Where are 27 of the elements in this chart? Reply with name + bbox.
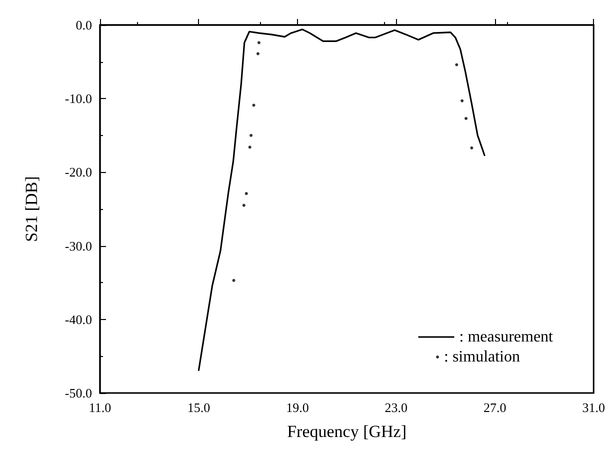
legend-label: : measurement <box>459 328 554 346</box>
x-tick-label: 27.0 <box>484 400 506 415</box>
point <box>257 41 260 44</box>
y-tick-label: -40.0 <box>64 312 92 327</box>
point <box>248 146 252 149</box>
point <box>460 99 464 102</box>
x-tick-label: 11.0 <box>88 400 112 415</box>
y-tick-label: -30.0 <box>64 238 92 254</box>
point <box>244 192 248 196</box>
x-tick-label: 23.0 <box>384 400 408 415</box>
y-tick-label: -10.0 <box>64 91 92 106</box>
y-axis-title: S21 [DB] <box>22 176 41 242</box>
y-tick-label: 0.0 <box>76 18 92 32</box>
point <box>242 204 246 207</box>
point <box>252 104 256 107</box>
y-tick-label: -20.0 <box>64 164 92 180</box>
x-tick-label: 31.0 <box>582 400 605 415</box>
legend-label: : simulation <box>444 348 520 366</box>
x-axis-title: Frequency [GHz] <box>287 422 407 441</box>
point <box>250 134 253 137</box>
point <box>464 116 468 120</box>
point <box>470 146 474 150</box>
y-tick-label: -50.0 <box>64 386 92 400</box>
point <box>232 278 236 282</box>
x-tick-label: 19.0 <box>286 400 309 415</box>
point <box>256 52 260 56</box>
x-tick-label: 15.0 <box>187 400 210 415</box>
